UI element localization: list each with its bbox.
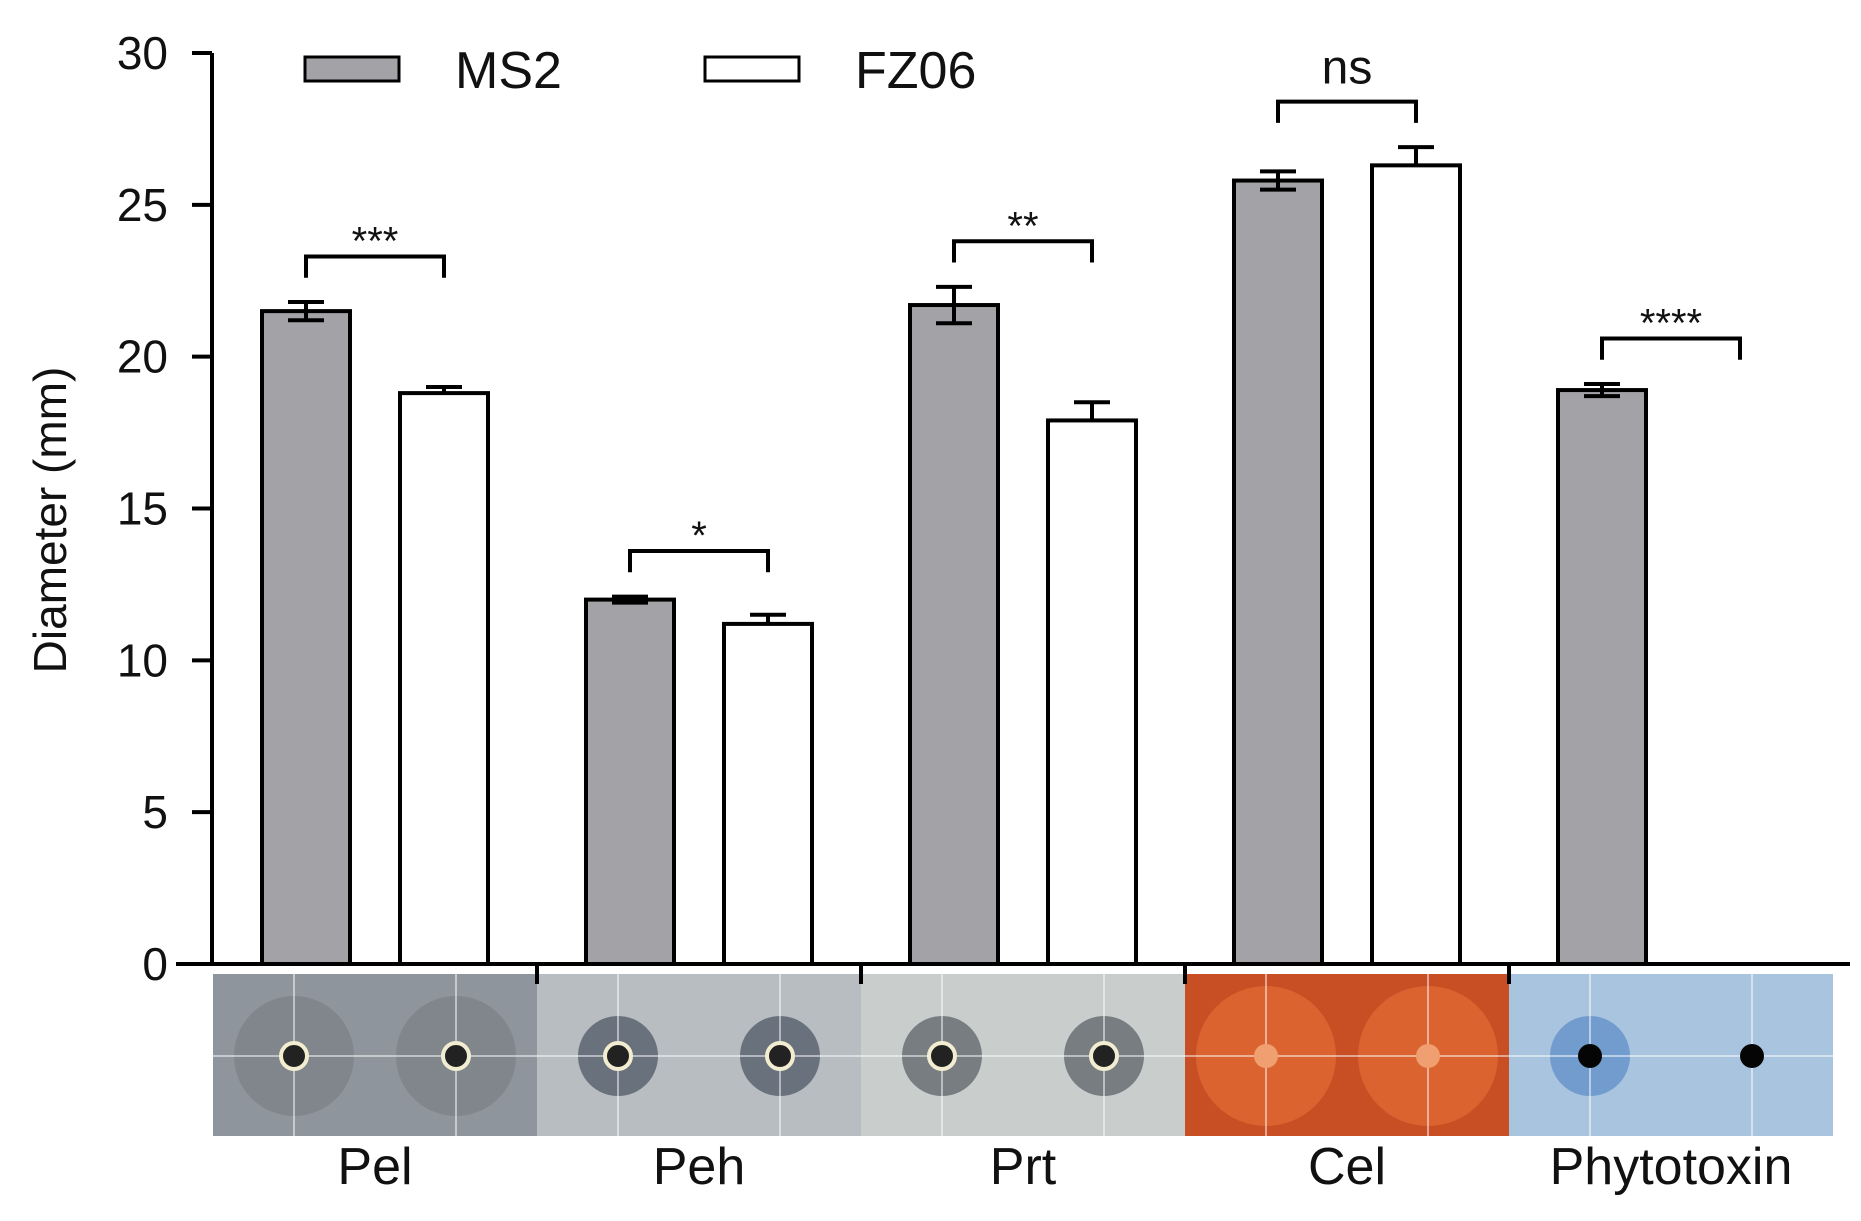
error-bar-ms2-phytotoxin (1584, 381, 1620, 399)
significance-bracket-phytotoxin: **** (1600, 301, 1742, 360)
category-label-pel: Pel (337, 1138, 412, 1196)
bar-fz06-pel (398, 391, 490, 966)
significance-layer: ******ns**** (304, 42, 1742, 573)
bar-ms2-cel (1232, 178, 1324, 967)
error-bars-layer (288, 145, 1620, 624)
bar-ms2-phytotoxin (1556, 388, 1648, 966)
category-label-prt: Prt (990, 1138, 1057, 1196)
y-tick-label: 15 (117, 483, 168, 535)
plate-image-prt-ms2 (861, 974, 1023, 1136)
plate-images (213, 974, 1833, 1136)
significance-bracket-peh: * (628, 514, 770, 573)
legend: MS2 FZ06 (303, 42, 976, 100)
plate-image-prt-fz06 (1023, 974, 1185, 1136)
y-tick-label: 0 (142, 938, 168, 990)
significance-bracket-cel: ns (1276, 42, 1418, 123)
plate-image-phytotoxin-fz06 (1671, 974, 1833, 1136)
significance-label: * (691, 514, 707, 558)
significance-label: *** (352, 219, 399, 263)
error-bar-ms2-pel (288, 300, 324, 323)
plate-image-pel-ms2 (213, 974, 375, 1136)
error-bar-ms2-peh (612, 594, 648, 605)
legend-label-fz06: FZ06 (855, 42, 976, 100)
error-bar-fz06-peh (750, 612, 786, 624)
plate-image-pel-fz06 (375, 974, 537, 1136)
bar-ms2-pel (260, 309, 352, 967)
error-bar-ms2-cel (1260, 169, 1296, 192)
significance-label: **** (1640, 301, 1702, 345)
significance-label: ns (1322, 42, 1373, 95)
y-tick-label: 10 (117, 634, 168, 686)
plate-image-phytotoxin-ms2 (1509, 974, 1671, 1136)
category-label-peh: Peh (653, 1138, 746, 1196)
error-bar-ms2-prt (936, 284, 972, 326)
plate-image-cel-ms2 (1185, 974, 1347, 1136)
bar-ms2-prt (908, 303, 1000, 966)
y-tick-label: 30 (117, 27, 168, 79)
bar-fz06-peh (722, 621, 814, 966)
significance-bracket-pel: *** (304, 219, 446, 278)
plate-image-peh-ms2 (537, 974, 699, 1136)
category-label-cel: Cel (1308, 1138, 1386, 1196)
bar-fz06-prt (1046, 418, 1138, 967)
legend-swatch-fz06 (703, 55, 801, 83)
plate-image-peh-fz06 (699, 974, 861, 1136)
y-tick-label: 25 (117, 179, 168, 231)
significance-label: ** (1007, 204, 1038, 248)
bar-ms2-peh (584, 597, 676, 966)
error-bar-fz06-cel (1398, 145, 1434, 166)
y-tick-label: 20 (117, 331, 168, 383)
y-tick-label: 5 (142, 786, 168, 838)
y-ticks-layer: 0 5 10 15 20 25 30 (117, 27, 212, 990)
error-bar-fz06-pel (426, 385, 462, 394)
category-labels: Pel Peh Prt Cel Phytotoxin (337, 1138, 1792, 1196)
bars-layer (260, 163, 1648, 967)
legend-swatch-ms2 (303, 55, 401, 83)
y-axis-label: Diameter (mm) (24, 367, 76, 674)
error-bar-fz06-prt (1074, 400, 1110, 421)
plate-image-cel-fz06 (1347, 974, 1509, 1136)
legend-label-ms2: MS2 (455, 42, 562, 100)
category-label-phytotoxin: Phytotoxin (1550, 1138, 1793, 1196)
bar-fz06-cel (1370, 163, 1462, 966)
significance-bracket-prt: ** (952, 204, 1094, 263)
